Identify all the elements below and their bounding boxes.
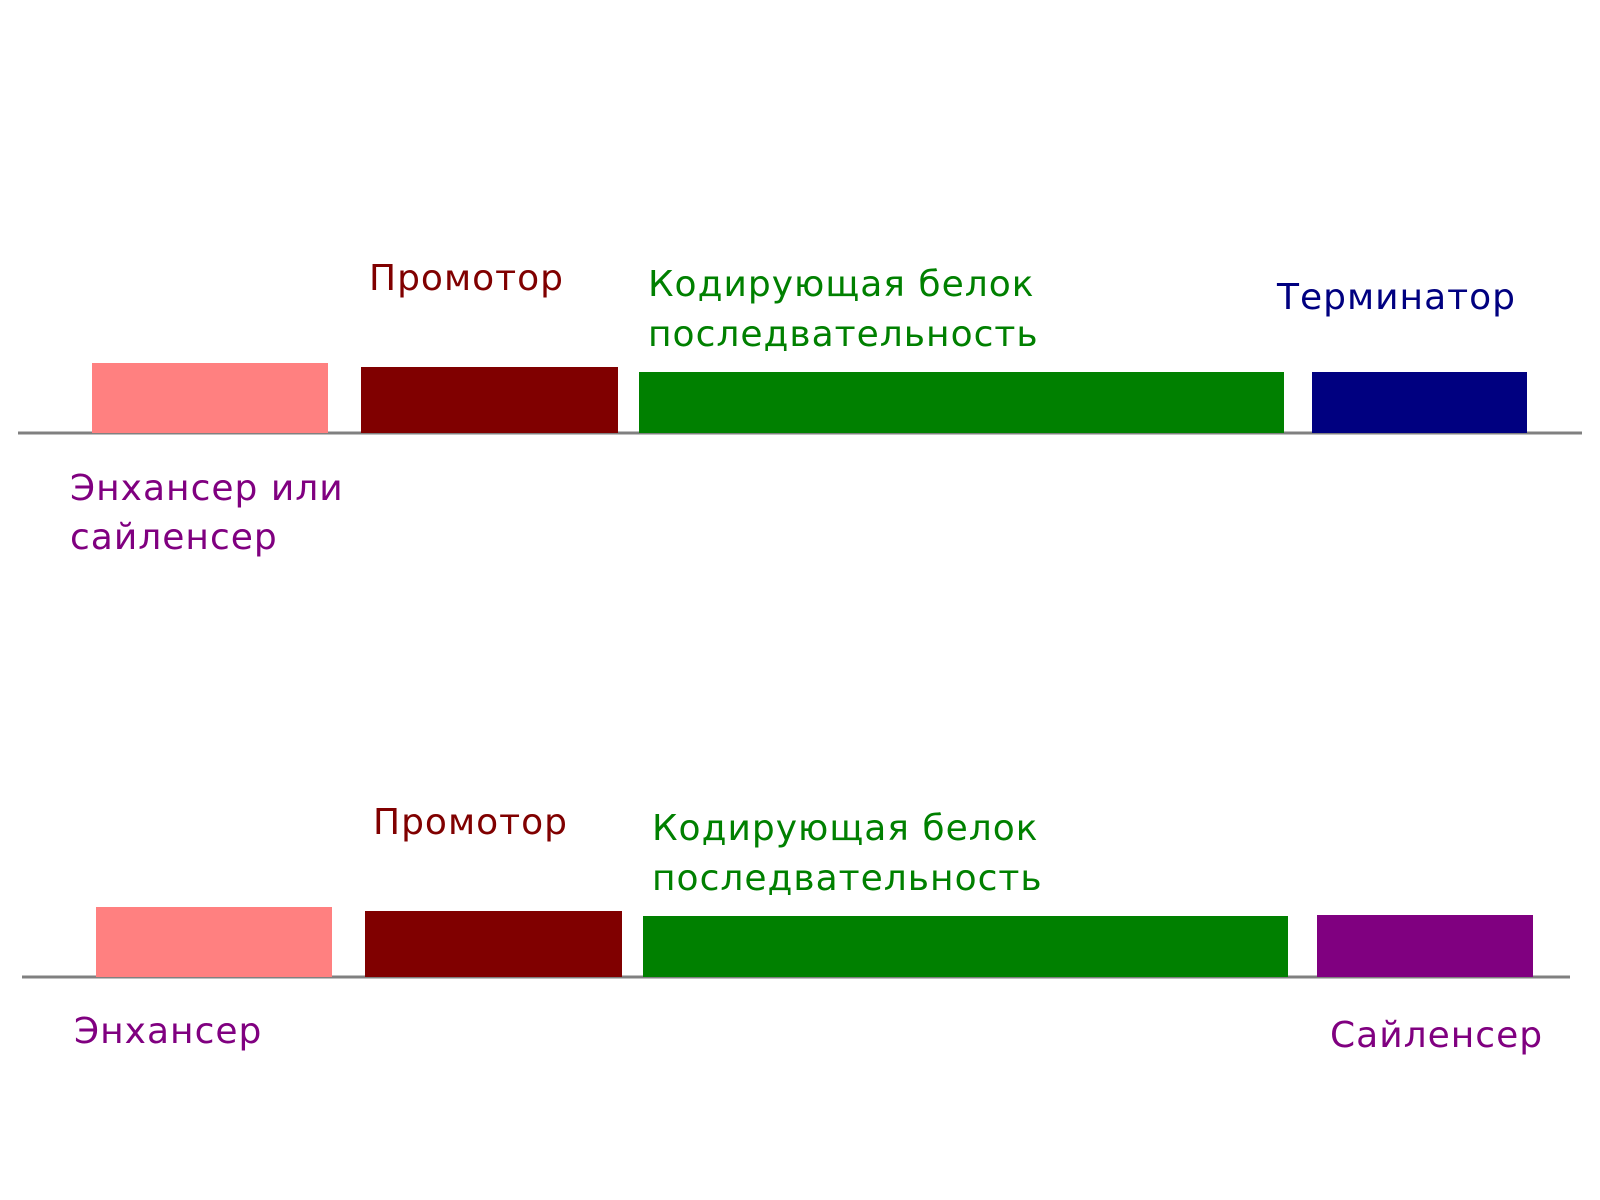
bottom-promoter-label: Промотор xyxy=(373,802,568,843)
top-terminator-label: Терминатор xyxy=(1276,277,1516,318)
bottom-silencer-label: Сайленсер xyxy=(1330,1015,1543,1056)
top-promoter-block xyxy=(361,367,618,433)
top-coding-label-line2: последвательность xyxy=(648,314,1039,355)
top-terminator-block xyxy=(1312,372,1527,433)
bottom-enhancer-block xyxy=(96,907,332,977)
bottom-coding-label-line1: Кодирующая белок xyxy=(652,808,1039,849)
bottom-enhancer-label: Энхансер xyxy=(74,1011,262,1052)
bottom-diagram: Промотор Кодирующая белок последвательно… xyxy=(22,802,1570,1056)
bottom-coding-sequence-block xyxy=(643,916,1288,977)
bottom-coding-label-line2: последвательность xyxy=(652,858,1043,899)
top-enhancer-label-line2: сайленсер xyxy=(70,517,278,558)
top-diagram: Промотор Кодирующая белок последвательно… xyxy=(18,258,1582,558)
top-enhancer-label-line1: Энхансер или xyxy=(70,468,344,509)
bottom-promoter-block xyxy=(365,911,622,977)
top-promoter-label: Промотор xyxy=(369,258,564,299)
bottom-silencer-block xyxy=(1317,915,1533,977)
top-coding-label-line1: Кодирующая белок xyxy=(648,264,1035,305)
top-enhancer-silencer-block xyxy=(92,363,328,433)
top-coding-sequence-block xyxy=(639,372,1284,433)
